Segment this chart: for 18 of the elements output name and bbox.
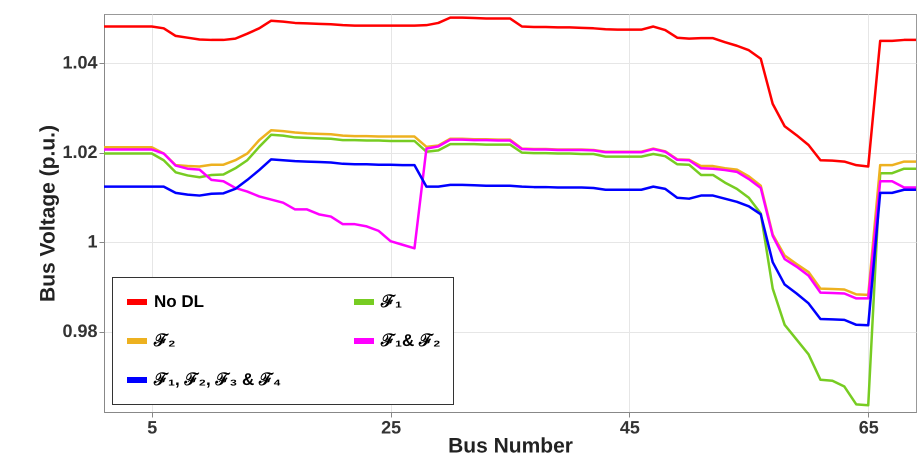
x-tick-label: 65 <box>858 418 879 438</box>
legend-label: No DL <box>154 292 204 311</box>
x-tick-label: 25 <box>381 418 402 438</box>
x-tick-label: 45 <box>620 418 640 438</box>
y-tick-label: 0.98 <box>62 321 98 342</box>
line-series <box>104 158 916 326</box>
line-series <box>104 133 916 407</box>
legend-label: ℱ₁ <box>380 292 402 311</box>
y-tick-label: 1 <box>87 232 98 252</box>
x-axis-title: Bus Number <box>448 434 573 458</box>
legend-label: ℱ₁& ℱ₂ <box>380 331 441 350</box>
y-axis-title: Bus Voltage (p.u.) <box>36 125 60 302</box>
legend-label: ℱ₂ <box>153 331 176 350</box>
y-tick-label: 1.04 <box>62 52 98 73</box>
x-tick-label: 5 <box>147 418 158 438</box>
line-series <box>104 16 916 168</box>
y-tick-label: 1.02 <box>62 142 98 162</box>
legend-label: ℱ₁, ℱ₂, ℱ₃ & ℱ₄ <box>153 370 282 389</box>
